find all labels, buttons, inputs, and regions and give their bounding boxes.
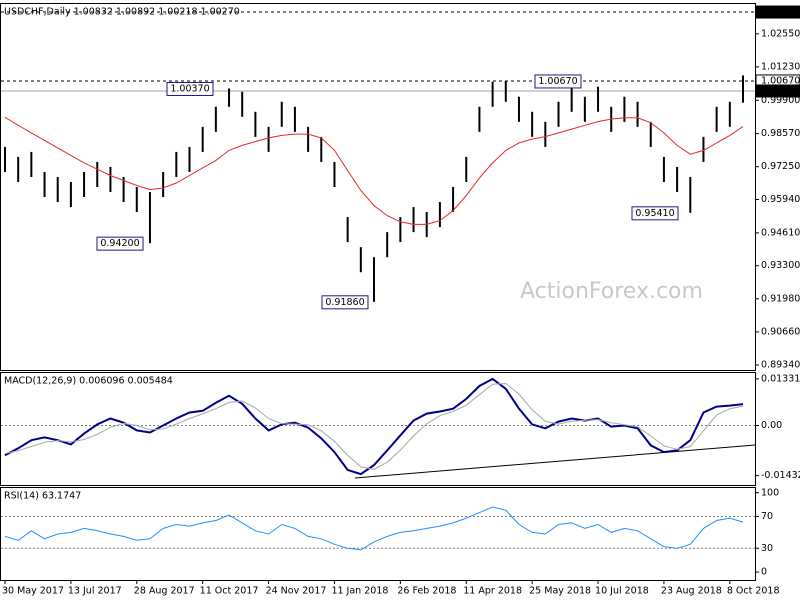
price-panel [0,3,756,371]
annotation-label: 1.00370 [170,83,209,94]
y-tick-label: 0.94610 [761,227,800,238]
panel-title: RSI(14) 63.1747 [4,491,81,502]
watermark: ActionForex.com [520,279,703,304]
y-tick-label: 0.98570 [761,128,800,139]
rsi-panel [0,487,756,581]
annotation-box [631,206,679,221]
x-tick-label: 26 Feb 2018 [397,586,456,597]
annotation-box [321,295,369,310]
y-tick-label: 0 [761,567,767,578]
x-tick-label: 24 Nov 2017 [266,586,327,597]
x-tick-label: 23 Aug 2018 [661,586,722,597]
x-tick-label: 30 May 2017 [2,586,64,597]
y-tick-label: 1.01230 [761,61,800,72]
y-tick-label: 100 [761,487,779,498]
price-label: 1.00670 [761,75,800,86]
panel-title: MACD(12,26,9) 0.006096 0.005484 [4,376,173,387]
x-tick-label: 10 Jul 2018 [595,586,649,597]
y-tick-label: 0.99900 [761,95,800,106]
x-tick-label: 28 Aug 2017 [134,586,195,597]
x-tick-label: 8 Oct 2018 [727,586,780,597]
price-label: 1.00270 [761,85,800,96]
price-label-box [755,5,800,19]
annotation-box [166,81,214,96]
series-line [4,377,744,476]
series-line [4,116,744,225]
macd-panel [0,372,756,486]
series-line [4,506,744,551]
price-label: 1.03420 [761,7,800,18]
price-label-box [755,84,800,98]
series-line [4,382,744,470]
y-tick-label: 0.90660 [761,326,800,337]
y-tick-label: -0.014323 [761,470,800,481]
x-tick-label: 25 May 2018 [529,586,591,597]
annotation-label: 0.95410 [635,208,674,219]
annotation-box [534,74,582,89]
x-tick-label: 11 Apr 2018 [463,586,522,597]
annotation-label: 0.91860 [325,297,364,308]
y-tick-label: 0.89340 [761,359,800,370]
x-tick-label: 11 Jan 2018 [331,586,388,597]
y-tick-label: 0.91980 [761,293,800,304]
y-tick-label: 1.02550 [761,28,800,39]
y-tick-label: 70 [761,511,773,522]
trendline [354,444,756,479]
annotation-box [96,236,144,251]
y-tick-label: 0.95940 [761,194,800,205]
y-tick-label: 0.013319 [761,373,800,384]
annotation-label: 1.00670 [538,76,577,87]
y-tick-label: 0.00 [761,420,782,431]
y-tick-label: 0.93300 [761,260,800,271]
y-tick-label: 30 [761,543,773,554]
y-tick-label: 0.97250 [761,161,800,172]
x-tick-label: 11 Oct 2017 [200,586,259,597]
x-tick-label: 13 Jul 2017 [68,586,122,597]
annotation-label: 0.94200 [100,238,139,249]
